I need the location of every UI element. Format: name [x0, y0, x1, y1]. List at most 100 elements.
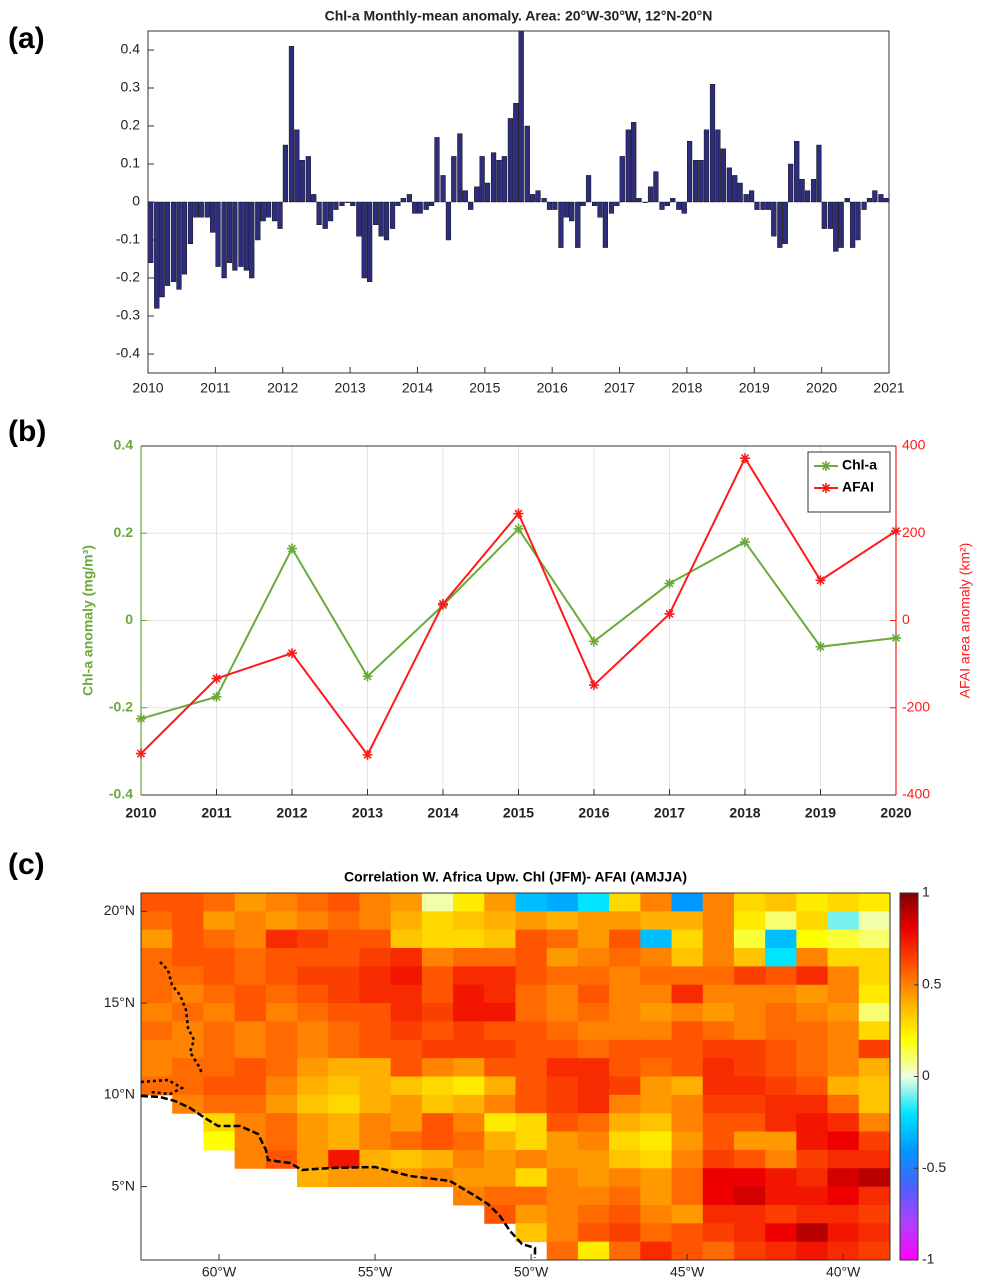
heatmap-cell — [702, 1204, 735, 1224]
heatmap-cell — [609, 1131, 641, 1151]
bar — [703, 129, 710, 203]
heatmap-cell — [609, 1204, 641, 1224]
heatmap-cell — [172, 1003, 204, 1022]
heatmap-cell — [203, 1131, 236, 1151]
panel-label: (b) — [8, 415, 46, 448]
heatmap-cell — [640, 911, 673, 931]
bar — [614, 201, 620, 206]
heatmap-cell — [640, 929, 673, 949]
heatmap-cell — [733, 966, 766, 986]
heatmap-cell — [733, 1058, 766, 1077]
heatmap-cell — [453, 1003, 485, 1022]
heatmap-cell — [796, 1131, 829, 1151]
heatmap-cell — [640, 1113, 673, 1133]
heatmap-cell — [484, 1003, 516, 1022]
heatmap-cell — [577, 1168, 610, 1188]
legend-marker — [821, 483, 831, 493]
heatmap-cell — [796, 948, 829, 967]
point-marker — [815, 575, 826, 586]
heatmap-cell — [515, 1076, 548, 1096]
bar — [687, 140, 693, 203]
heatmap-cell — [546, 1021, 579, 1041]
heatmap-cell — [421, 1003, 454, 1022]
heatmap-cell — [858, 1186, 891, 1206]
heatmap-cell — [203, 966, 236, 986]
bar — [322, 201, 328, 229]
legend-label: AFAI — [842, 479, 874, 495]
heatmap-cell — [234, 893, 267, 912]
heatmap-cell — [359, 1131, 392, 1151]
heatmap-cell — [546, 984, 579, 1004]
heatmap-cell — [827, 1021, 860, 1041]
heatmap-cell — [577, 1223, 610, 1243]
heatmap-cell — [765, 1186, 797, 1206]
heatmap-cell — [827, 1223, 860, 1243]
heatmap-cell — [765, 948, 797, 967]
heatmap-cell — [265, 1058, 298, 1077]
heatmap-cell — [858, 1223, 891, 1243]
heatmap-cell — [796, 984, 829, 1004]
bar — [417, 201, 423, 214]
bar — [215, 201, 221, 267]
x-tick-label: 2013 — [335, 380, 366, 396]
heatmap-cell — [858, 1168, 891, 1188]
x-tick-label: 50°W — [514, 1264, 549, 1280]
heatmap-cell — [297, 1094, 329, 1114]
y-tick-label: 10°N — [104, 1086, 135, 1102]
heatmap-cell — [577, 984, 610, 1004]
bar — [367, 201, 373, 283]
bar — [681, 201, 687, 214]
heatmap-cell — [265, 911, 298, 931]
coastline — [140, 1094, 537, 1258]
heatmap-cell — [796, 1168, 829, 1188]
heatmap-cell — [172, 948, 204, 967]
heatmap-cell — [858, 1021, 891, 1041]
x-tick-label: 2018 — [729, 805, 760, 821]
heatmap-cell — [484, 1076, 516, 1096]
heatmap-cell — [484, 984, 516, 1004]
heatmap-cell — [515, 1094, 548, 1114]
bar — [344, 201, 350, 203]
bar — [232, 201, 238, 271]
heatmap-cell — [203, 1058, 236, 1077]
heatmap-cell — [546, 1186, 579, 1206]
heatmap-cell — [671, 1168, 704, 1188]
heatmap-cell — [858, 966, 891, 986]
heatmap-cell — [421, 1094, 454, 1114]
heatmap-cell — [421, 1021, 454, 1041]
x-tick-label: 2014 — [427, 805, 458, 821]
heatmap-cell — [234, 1094, 267, 1114]
heatmap-cell — [577, 1131, 610, 1151]
heatmap-cell — [172, 1094, 204, 1114]
bar — [693, 159, 699, 203]
point-marker — [891, 526, 901, 537]
heatmap-cell — [421, 1168, 454, 1188]
heatmap-cell — [671, 893, 704, 912]
heatmap-cell — [328, 1021, 360, 1041]
heatmap-cell — [484, 1021, 516, 1041]
bar — [462, 190, 468, 203]
x-tick-label: 2018 — [671, 380, 702, 396]
heatmap-cell — [328, 1149, 360, 1169]
heatmap-cell — [141, 1076, 173, 1096]
heatmap-cell — [390, 1094, 423, 1114]
heatmap-cell — [297, 1003, 329, 1022]
heatmap-cell — [234, 948, 267, 967]
heatmap-cell — [765, 929, 797, 949]
heatmap-cell — [546, 1168, 579, 1188]
panel-label: (c) — [8, 848, 45, 881]
heatmap-cell — [515, 1113, 548, 1133]
bar — [361, 201, 367, 279]
x-tick-label: 2010 — [132, 380, 163, 396]
heatmap-cell — [234, 1058, 267, 1077]
heatmap-cell — [390, 1021, 423, 1041]
bar — [272, 201, 278, 222]
heatmap-cell — [733, 1149, 766, 1169]
bar — [585, 175, 592, 203]
bar — [535, 190, 541, 203]
heatmap-cell — [453, 893, 485, 912]
bar — [636, 197, 642, 203]
bar — [305, 156, 311, 203]
heatmap-cell — [858, 1204, 891, 1224]
